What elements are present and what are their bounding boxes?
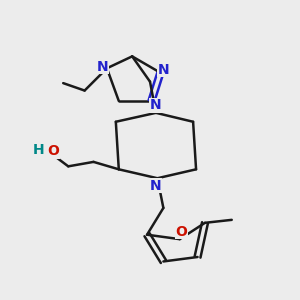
Text: O: O: [175, 225, 187, 239]
Text: O: O: [47, 145, 59, 158]
Text: H: H: [33, 143, 44, 157]
Text: N: N: [158, 63, 169, 77]
Text: N: N: [150, 98, 162, 112]
Text: N: N: [150, 179, 162, 193]
Text: N: N: [97, 60, 108, 74]
